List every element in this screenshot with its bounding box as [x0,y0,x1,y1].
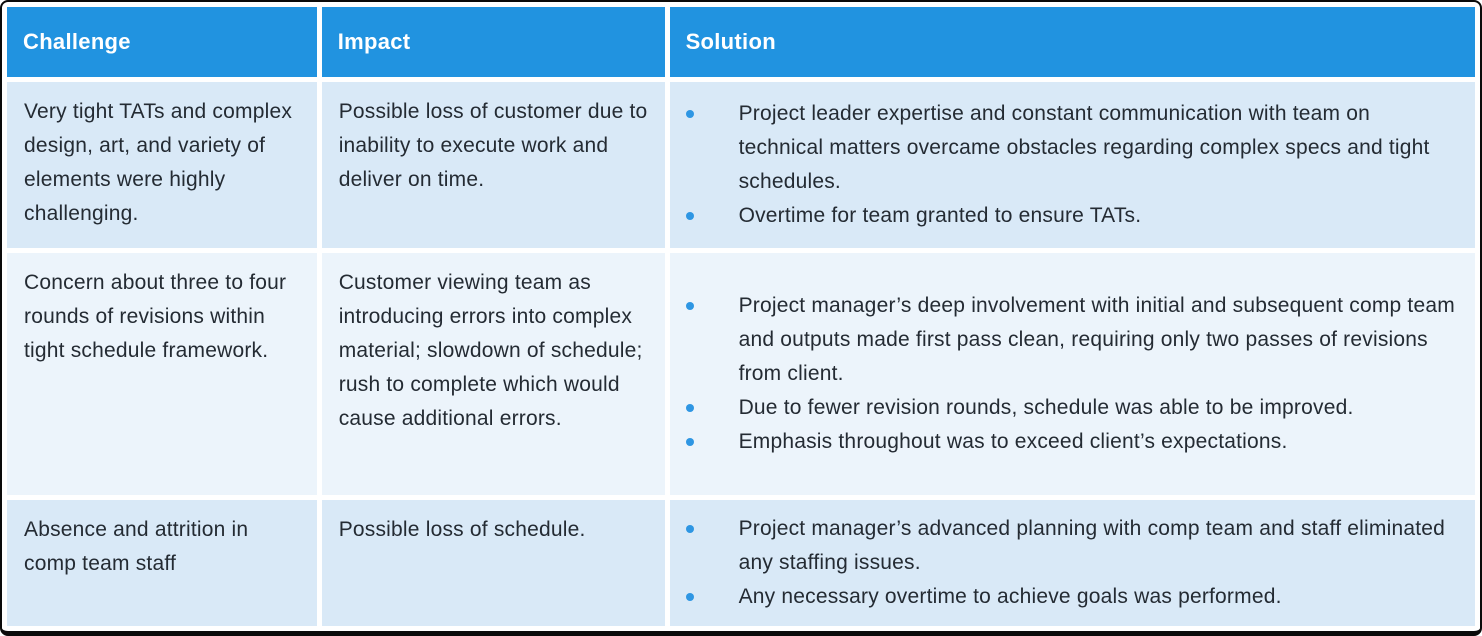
solution-item: Project leader expertise and constant co… [670,97,1459,199]
column-header-impact: Impact [321,7,665,77]
bullet-icon [685,592,694,601]
challenge-cell: Absence and attrition in comp team staff [7,499,317,626]
column-header-solution: Solution [669,7,1475,77]
bullet-icon [685,109,694,118]
table-row: Very tight TATs and complex design, art,… [7,82,1475,248]
solution-item-text: Project manager’s advanced planning with… [738,516,1446,574]
solution-item: Overtime for team granted to ensure TATs… [670,199,1459,233]
solution-list: Project manager’s deep involvement with … [670,289,1459,459]
solution-cell: Project leader expertise and constant co… [669,82,1475,248]
solution-list: Project manager’s advanced planning with… [670,512,1459,614]
solution-item-text: Due to fewer revision rounds, schedule w… [738,395,1354,419]
column-header-challenge: Challenge [7,7,317,77]
solution-list: Project leader expertise and constant co… [670,97,1459,233]
table-row: Absence and attrition in comp team staff… [7,499,1475,626]
impact-cell: Possible loss of customer due to inabili… [321,82,665,248]
bullet-icon [685,211,694,220]
bullet-icon [685,403,694,412]
solution-item-text: Emphasis throughout was to exceed client… [738,429,1288,453]
impact-cell: Customer viewing team as introducing err… [321,252,665,495]
solution-item: Project manager’s advanced planning with… [670,512,1459,580]
bullet-icon [685,301,694,310]
challenge-cell: Very tight TATs and complex design, art,… [7,82,317,248]
solution-item-text: Any necessary overtime to achieve goals … [738,584,1282,608]
solution-item: Any necessary overtime to achieve goals … [670,580,1459,614]
solution-cell: Project manager’s advanced planning with… [669,499,1475,626]
impact-cell: Possible loss of schedule. [321,499,665,626]
solution-item: Due to fewer revision rounds, schedule w… [670,391,1459,425]
solution-cell: Project manager’s deep involvement with … [669,252,1475,495]
table-row: Concern about three to four rounds of re… [7,252,1475,495]
solution-item-text: Project manager’s deep involvement with … [738,293,1455,385]
challenge-cell: Concern about three to four rounds of re… [7,252,317,495]
bullet-icon [685,437,694,446]
solution-item-text: Project leader expertise and constant co… [738,101,1430,193]
bullet-icon [685,524,694,533]
solution-item: Project manager’s deep involvement with … [670,289,1459,391]
solution-item-text: Overtime for team granted to ensure TATs… [738,203,1142,227]
header-row: Challenge Impact Solution [7,7,1475,77]
solution-item: Emphasis throughout was to exceed client… [670,425,1459,459]
